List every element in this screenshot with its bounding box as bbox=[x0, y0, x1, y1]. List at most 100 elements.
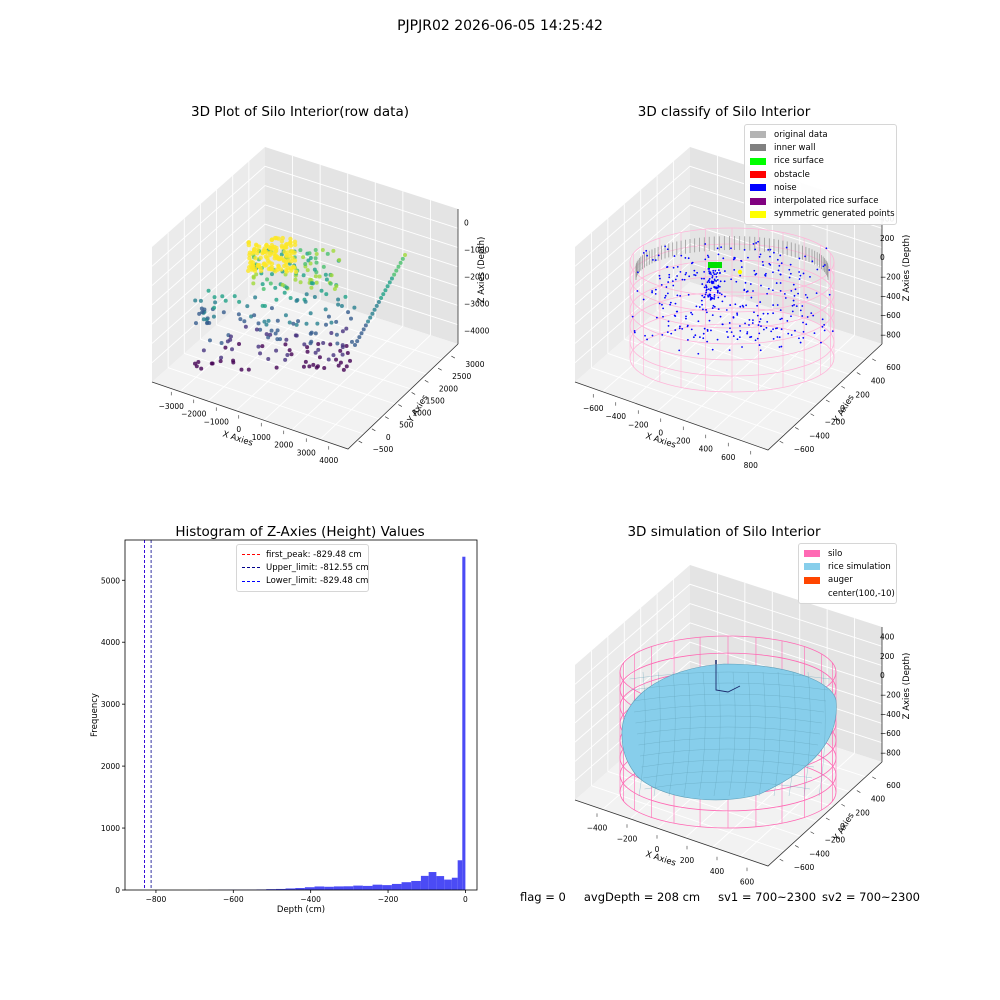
simulation-y-axis-tick-label: 200 bbox=[855, 808, 870, 817]
raw-scatter-point bbox=[220, 294, 225, 299]
classify-noise-point bbox=[715, 275, 718, 278]
classify-noise-point bbox=[751, 322, 754, 324]
classify-noise-point bbox=[633, 331, 636, 334]
raw-scatter-point bbox=[246, 268, 251, 274]
raw-y-axis-tick bbox=[358, 440, 363, 444]
classify-noise-point bbox=[772, 328, 774, 331]
classify-noise-point bbox=[717, 253, 720, 256]
simulation-rice-surface bbox=[621, 663, 837, 801]
classify-noise-point bbox=[644, 334, 646, 337]
raw-scatter-point bbox=[326, 314, 331, 319]
raw-scatter-point bbox=[253, 295, 258, 300]
classify-noise-point bbox=[746, 332, 749, 335]
classify-noise-point bbox=[810, 312, 813, 315]
classify-noise-point bbox=[727, 336, 729, 338]
raw-scatter-point bbox=[284, 337, 289, 342]
histogram-x-tick-label: −400 bbox=[300, 895, 321, 904]
raw-scatter-point bbox=[236, 312, 241, 317]
raw-scatter-point bbox=[385, 284, 390, 289]
classify-noise-point bbox=[769, 248, 772, 251]
raw-z-axis-tick-label: −3000 bbox=[464, 300, 490, 309]
raw-scatter-point bbox=[372, 307, 377, 312]
classify-noise-point bbox=[637, 271, 639, 274]
classify-noise-point bbox=[716, 291, 719, 294]
raw-scatter-point bbox=[326, 357, 331, 362]
classify-noise-point bbox=[744, 322, 746, 325]
raw-scatter-point bbox=[334, 332, 339, 337]
classify-symmetric-point bbox=[737, 269, 743, 275]
classify-noise-point bbox=[717, 285, 720, 288]
classify-noise-point bbox=[802, 337, 805, 339]
raw-scatter-point bbox=[363, 323, 368, 328]
raw-scatter-point bbox=[313, 350, 318, 355]
raw-scatter-point bbox=[366, 319, 371, 324]
raw-scatter-point bbox=[348, 358, 353, 363]
legend-label: obstacle bbox=[774, 169, 810, 180]
raw-scatter-point bbox=[331, 248, 336, 253]
raw-scatter-point bbox=[376, 299, 381, 304]
raw-scatter-point bbox=[260, 282, 265, 287]
classify-noise-point bbox=[703, 296, 706, 298]
classify-noise-point bbox=[708, 294, 711, 297]
classify-noise-point bbox=[701, 303, 703, 306]
classify-noise-point bbox=[679, 270, 682, 273]
classify-z-axis-label: Z Axies (Depth) bbox=[902, 235, 912, 302]
simulation-rice-mesh-line bbox=[803, 671, 811, 797]
classify-noise-point bbox=[821, 325, 824, 328]
legend-item-upper-limit: Upper_limit: -812.55 cm bbox=[242, 561, 369, 574]
classify-noise-point bbox=[688, 275, 691, 278]
classify-noise-point bbox=[708, 277, 711, 280]
simulation-y-axis-tick-label: 600 bbox=[886, 781, 901, 790]
raw-scatter-point bbox=[288, 296, 293, 301]
histogram-y-tick-label: 2000 bbox=[101, 762, 120, 771]
classify-noise-point bbox=[809, 275, 811, 278]
raw-y-axis-tick-label: 500 bbox=[399, 421, 414, 430]
classify-noise-point bbox=[799, 309, 802, 312]
raw-scatter-point bbox=[204, 317, 209, 322]
classify-noise-point bbox=[806, 316, 809, 318]
raw-scatter-point bbox=[223, 298, 228, 303]
flag-text: flag = 0 bbox=[520, 890, 566, 904]
classify-noise-point bbox=[684, 273, 687, 276]
histogram-y-tick-label: 4000 bbox=[101, 638, 120, 647]
classify-noise-point bbox=[772, 337, 775, 340]
classify-noise-point bbox=[772, 271, 774, 274]
classify-noise-point bbox=[698, 306, 701, 308]
classify-noise-point bbox=[789, 272, 792, 275]
raw-scatter-point bbox=[251, 274, 256, 279]
raw-scatter-point bbox=[251, 281, 256, 286]
classify-noise-point bbox=[703, 277, 705, 280]
raw-scatter-point bbox=[264, 322, 269, 327]
raw-scatter-point bbox=[200, 310, 205, 315]
raw-y-axis-tick bbox=[384, 416, 389, 419]
raw-scatter-point bbox=[245, 304, 250, 309]
raw-x-axis-tick-label: −1000 bbox=[204, 417, 230, 426]
raw-scatter-point bbox=[193, 298, 198, 303]
simulation-auger bbox=[715, 664, 741, 693]
classify-noise-point bbox=[706, 281, 709, 283]
raw-scatter-point bbox=[228, 334, 233, 339]
histogram-bar bbox=[444, 879, 452, 890]
raw-scatter-point bbox=[285, 250, 290, 255]
raw-scatter-point bbox=[281, 258, 287, 263]
raw-scatter-point bbox=[212, 305, 217, 310]
raw-scatter-point bbox=[209, 361, 214, 366]
classify-noise-point bbox=[752, 319, 754, 322]
classify-noise-point bbox=[705, 284, 707, 287]
classify-noise-point bbox=[716, 289, 719, 292]
raw-scatter-point bbox=[316, 342, 321, 347]
classify-noise-point bbox=[750, 335, 753, 338]
raw-scatter-point bbox=[334, 319, 339, 324]
classify-noise-point bbox=[726, 330, 728, 333]
legend-swatch bbox=[804, 576, 820, 584]
raw-scatter-point bbox=[207, 338, 212, 343]
histogram-bar bbox=[391, 883, 402, 890]
histogram-bar bbox=[333, 886, 344, 890]
raw-scatter-point bbox=[280, 235, 285, 241]
simulation-rice-mesh-line bbox=[638, 671, 646, 797]
classify-noise-point bbox=[674, 329, 677, 331]
classify-noise-point bbox=[673, 255, 676, 257]
raw-scatter-point bbox=[396, 264, 401, 269]
simulation-back-left-pane bbox=[575, 565, 690, 800]
raw-scatter-point bbox=[284, 268, 289, 273]
